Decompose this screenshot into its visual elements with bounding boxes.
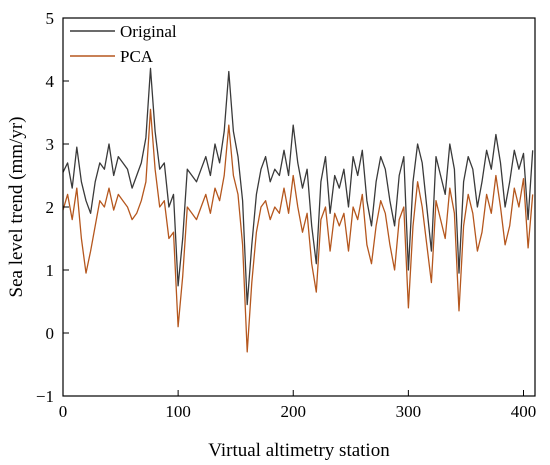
series-line-pca — [62, 108, 534, 353]
y-tick-label: 1 — [46, 261, 55, 280]
y-axis-title: Sea level trend (mm/yr) — [6, 117, 27, 298]
legend-label-pca: PCA — [120, 47, 154, 66]
x-tick-label: 0 — [59, 402, 68, 421]
series-line-original — [62, 67, 534, 306]
y-tick-label: 2 — [46, 198, 55, 217]
y-tick-label: 3 — [46, 135, 55, 154]
y-tick-label: 0 — [46, 324, 55, 343]
x-tick-label: 100 — [165, 402, 191, 421]
y-tick-label: 5 — [46, 9, 55, 28]
x-tick-label: 200 — [280, 402, 306, 421]
x-axis-title: Virtual altimetry station — [208, 440, 390, 461]
plot-frame — [62, 17, 536, 397]
y-tick-label: 4 — [46, 72, 55, 91]
y-tick-label: −1 — [36, 387, 54, 406]
x-tick-label: 300 — [396, 402, 422, 421]
plot-area — [62, 67, 534, 353]
x-tick-label: 400 — [511, 402, 537, 421]
legend: Original PCA — [70, 22, 177, 66]
axes: 0 100 200 300 400 −1 0 1 2 3 4 5 — [36, 9, 536, 421]
legend-label-original: Original — [120, 22, 177, 41]
